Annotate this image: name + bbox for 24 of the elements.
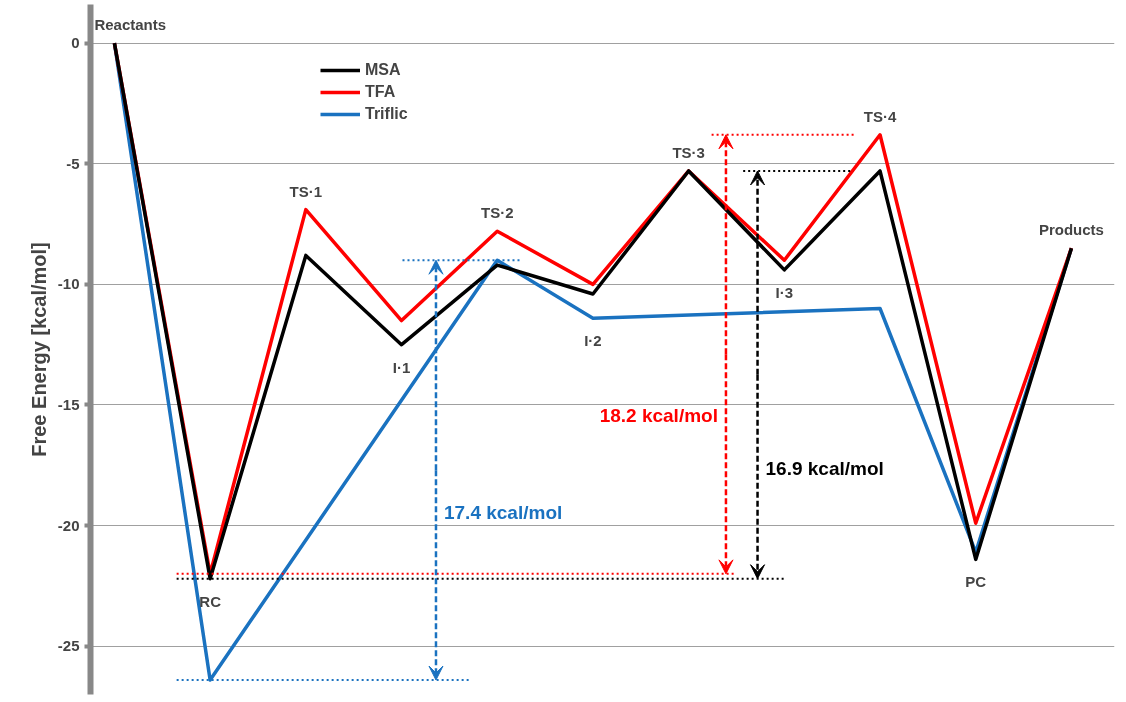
x-tick-label: I·1: [392, 358, 411, 376]
y-tick-label: -20: [57, 516, 80, 534]
x-tick-label: I·2: [584, 332, 602, 350]
x-tick-label: TS·4: [863, 107, 897, 125]
x-tick-label: Reactants: [94, 16, 167, 34]
x-tick-label: TS·3: [672, 143, 705, 161]
y-tick-label: -15: [57, 395, 80, 413]
x-tick-label: Products: [1038, 221, 1104, 239]
annotation: 16.9 kcal/mol: [765, 458, 884, 480]
legend-label: TFA: [365, 83, 396, 101]
y-tick-label: -5: [66, 154, 80, 172]
annotation: 18.2 kcal/mol: [599, 405, 718, 427]
y-tick-label: 0: [71, 34, 80, 52]
annotation: 17.4 kcal/mol: [443, 501, 563, 523]
legend-label: MSA: [365, 61, 401, 79]
x-tick-label: TS·1: [289, 182, 323, 200]
y-axis-title: Free Energy [kcal/mol]: [27, 242, 50, 457]
legend-label: Triflic: [365, 105, 408, 123]
x-tick-label: PC: [965, 573, 987, 591]
x-tick-label: TS·2: [480, 204, 514, 222]
x-tick-label: RC: [199, 592, 222, 610]
y-tick-label: -10: [57, 275, 80, 293]
y-tick-label: -25: [57, 637, 80, 655]
x-tick-label: I·3: [775, 283, 794, 301]
